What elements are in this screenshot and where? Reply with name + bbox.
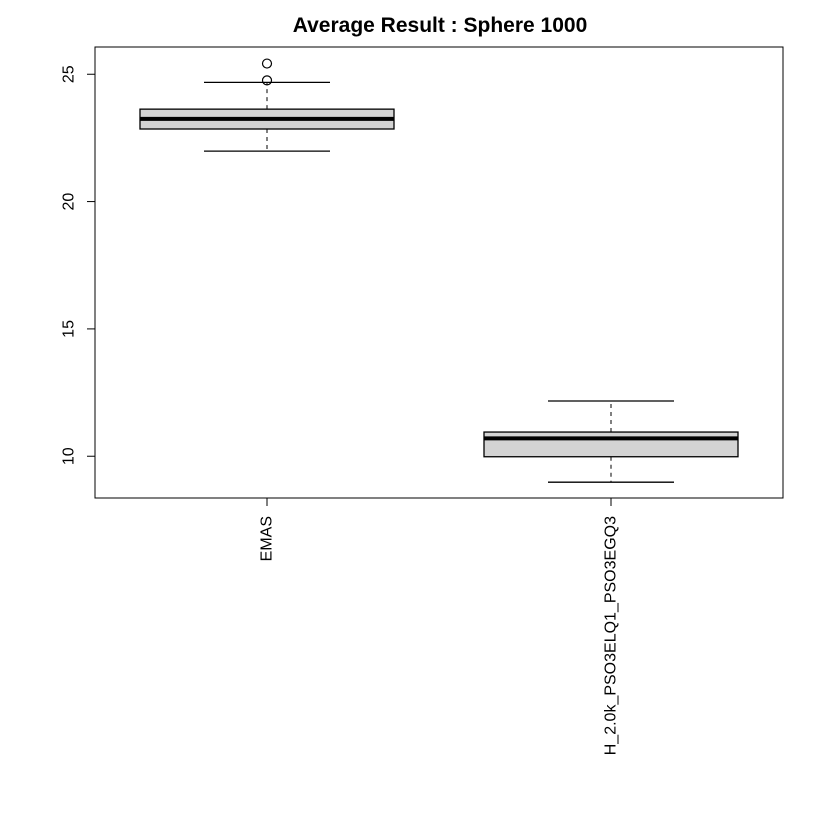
y-tick-label: 15 bbox=[61, 320, 78, 338]
x-category-label: EMAS bbox=[259, 516, 276, 561]
outlier-point bbox=[261, 75, 273, 86]
y-tick-label: 10 bbox=[61, 447, 78, 465]
y-tick-label: 25 bbox=[61, 65, 78, 83]
iqr-box bbox=[483, 431, 739, 458]
x-category-label: H_2.0k_PSO3ELQ1_PSO3EGQ3 bbox=[603, 516, 620, 755]
y-axis: 10 15 20 25 bbox=[61, 65, 96, 465]
box-group bbox=[483, 400, 739, 483]
outlier-point bbox=[261, 58, 273, 69]
x-axis: EMAS H_2.0k_PSO3ELQ1_PSO3EGQ3 bbox=[259, 498, 620, 755]
boxes bbox=[139, 58, 739, 483]
chart-title: Average Result : Sphere 1000 bbox=[293, 14, 588, 37]
y-tick-label: 20 bbox=[61, 193, 78, 211]
box-group bbox=[139, 58, 395, 152]
